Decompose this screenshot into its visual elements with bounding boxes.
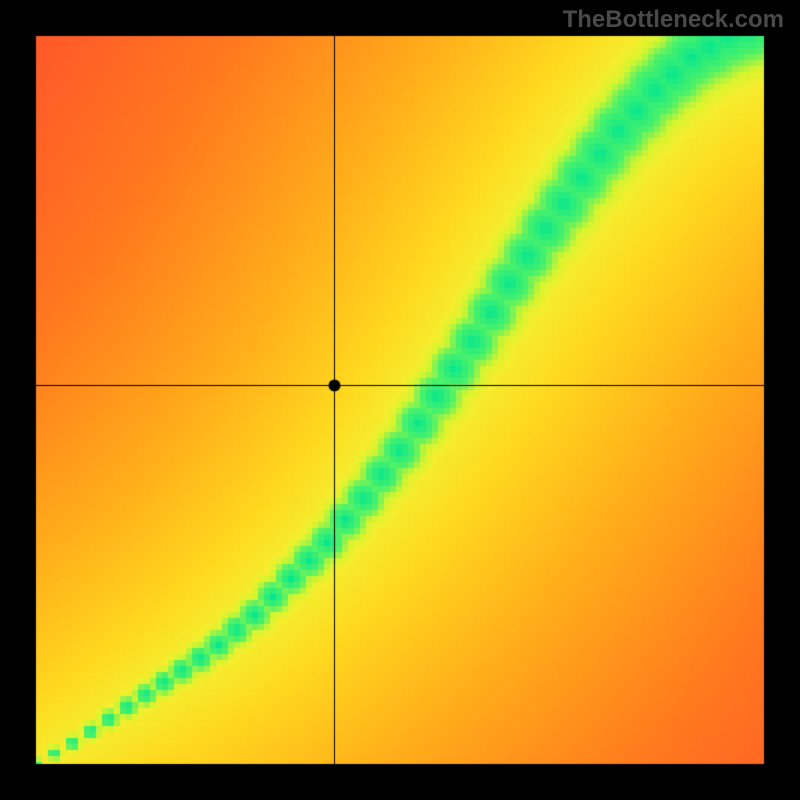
- chart-container: { "plot": { "type": "heatmap", "canvas":…: [0, 0, 800, 800]
- bottleneck-heatmap: [0, 0, 800, 800]
- watermark-text: TheBottleneck.com: [563, 6, 784, 34]
